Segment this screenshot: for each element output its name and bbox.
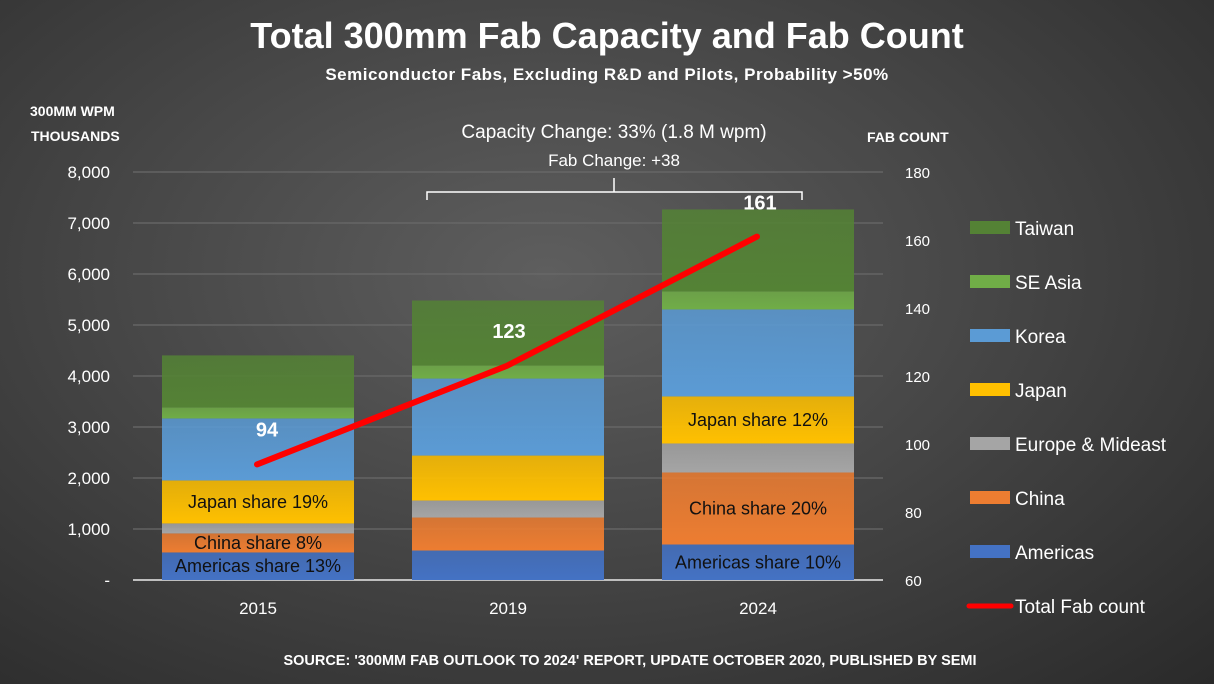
fab-count-label: 123 — [492, 321, 525, 343]
share-label: China share 8% — [194, 533, 322, 553]
bar-segment-korea-2024 — [662, 309, 854, 397]
capacity-change-annotation: Capacity Change: 33% (1.8 M wpm) — [461, 122, 766, 143]
legend-label: Europe & Mideast — [1015, 435, 1167, 456]
legend-label: Taiwan — [1015, 219, 1074, 240]
legend-label: Korea — [1015, 327, 1066, 348]
bar-segment-americas-2024 — [662, 544, 854, 580]
chart-title: Total 300mm Fab Capacity and Fab Count — [250, 15, 963, 56]
legend-label: Japan — [1015, 381, 1067, 402]
y-tick-label: 2,000 — [67, 469, 110, 488]
bar-segment-china-2019 — [412, 517, 604, 551]
fab-count-label: 94 — [256, 419, 279, 441]
bar-segment-europe-mideast-2024 — [662, 443, 854, 473]
legend-label: Americas — [1015, 543, 1094, 564]
share-label: China share 20% — [689, 498, 827, 518]
y-tick-label: 1,000 — [67, 520, 110, 539]
share-label: Americas share 13% — [175, 556, 341, 576]
bar-segment-americas-2019 — [412, 550, 604, 580]
legend-label: China — [1015, 489, 1065, 510]
y2-tick-label: 120 — [905, 369, 930, 386]
y-tick-label: 8,000 — [67, 163, 110, 182]
share-label: Americas share 10% — [675, 552, 841, 572]
chart-subtitle: Semiconductor Fabs, Excluding R&D and Pi… — [325, 65, 888, 84]
y-axis-title-line2: THOUSANDS — [31, 128, 120, 144]
legend-swatch — [970, 545, 1010, 558]
source-footer: SOURCE: '300MM FAB OUTLOOK TO 2024' REPO… — [283, 653, 976, 669]
y-axis-title-line1: 300MM WPM — [30, 103, 115, 119]
y2-axis-title: FAB COUNT — [867, 129, 949, 145]
share-label: Japan share 19% — [188, 492, 328, 512]
bar-segment-japan-2015 — [162, 480, 354, 524]
y-tick-label: 5,000 — [67, 316, 110, 335]
legend-swatch — [970, 275, 1010, 288]
x-tick-label: 2015 — [239, 599, 277, 618]
legend-swatch — [970, 491, 1010, 504]
bar-segment-taiwan-2015 — [162, 355, 354, 408]
y2-tick-label: 180 — [905, 165, 930, 182]
bar-segment-americas-2015 — [162, 552, 354, 580]
legend-swatch — [970, 437, 1010, 450]
y2-tick-label: 100 — [905, 437, 930, 454]
y2-tick-label: 60 — [905, 573, 922, 590]
bar-segment-taiwan-2024 — [662, 209, 854, 292]
x-tick-label: 2019 — [489, 599, 527, 618]
y2-tick-label: 160 — [905, 233, 930, 250]
y-tick-label: - — [104, 571, 110, 590]
x-tick-label: 2024 — [739, 599, 777, 618]
legend-swatch — [970, 329, 1010, 342]
bar-segment-japan-2019 — [412, 455, 604, 501]
bar-segment-europe-mideast-2015 — [162, 523, 354, 534]
legend-label: SE Asia — [1015, 273, 1082, 294]
legend-label: Total Fab count — [1015, 597, 1146, 618]
share-label: Japan share 12% — [688, 410, 828, 430]
legend-swatch — [970, 221, 1010, 234]
y-tick-label: 7,000 — [67, 214, 110, 233]
bar-segment-se-asia-2024 — [662, 291, 854, 310]
y-tick-label: 4,000 — [67, 367, 110, 386]
bar-segment-se-asia-2015 — [162, 407, 354, 419]
y-tick-label: 6,000 — [67, 265, 110, 284]
y2-tick-label: 140 — [905, 301, 930, 318]
bar-segment-china-2024 — [662, 472, 854, 545]
bar-segment-europe-mideast-2019 — [412, 500, 604, 518]
bar-segment-china-2015 — [162, 533, 354, 553]
change-bracket — [426, 178, 803, 200]
bar-segment-japan-2024 — [662, 396, 854, 444]
fab-count-line — [254, 233, 760, 468]
legend-swatch — [970, 383, 1010, 396]
bar-segment-korea-2015 — [162, 418, 354, 481]
bar-segment-se-asia-2019 — [412, 365, 604, 379]
fab-count-label: 161 — [743, 193, 776, 215]
y-tick-label: 3,000 — [67, 418, 110, 437]
fab-change-annotation: Fab Change: +38 — [548, 151, 680, 170]
y2-tick-label: 80 — [905, 505, 922, 522]
